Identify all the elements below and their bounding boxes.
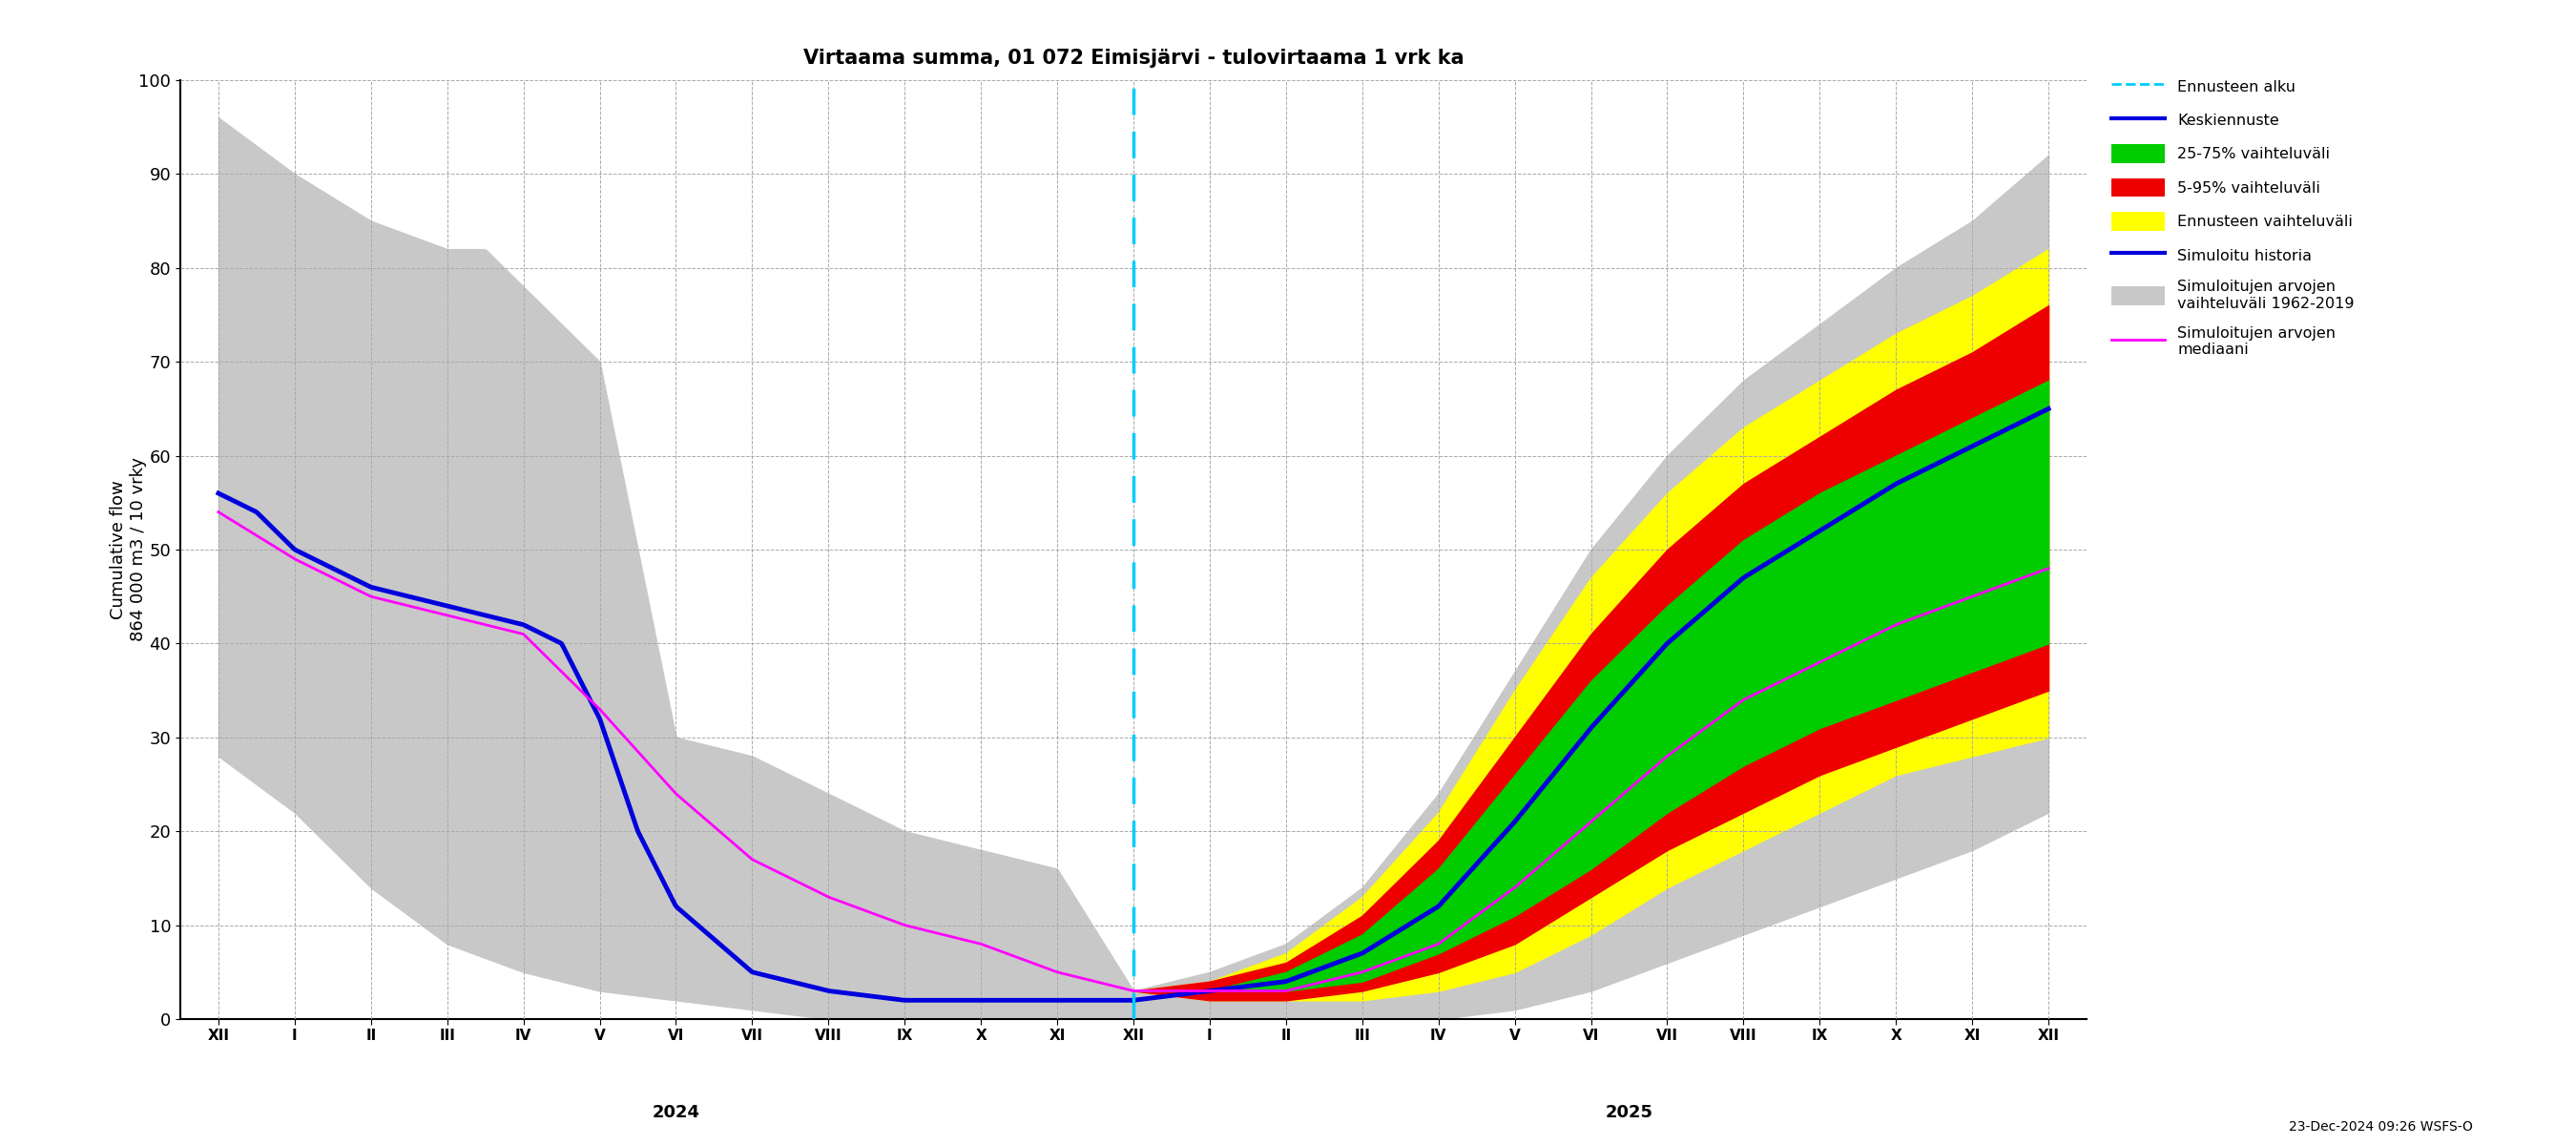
Text: 2024: 2024 bbox=[652, 1104, 701, 1121]
Text: 23-Dec-2024 09:26 WSFS-O: 23-Dec-2024 09:26 WSFS-O bbox=[2290, 1120, 2473, 1134]
Legend: Ennusteen alku, Keskiennuste, 25-75% vaihteluväli, 5-95% vaihteluväli, Ennusteen: Ennusteen alku, Keskiennuste, 25-75% vai… bbox=[2105, 71, 2360, 363]
Title: Virtaama summa, 01 072 Eimisjärvi - tulovirtaama 1 vrk ka: Virtaama summa, 01 072 Eimisjärvi - tulo… bbox=[804, 49, 1463, 68]
Text: 2025: 2025 bbox=[1605, 1104, 1654, 1121]
Y-axis label: Cumulative flow
864 000 m3 / 10 vrky: Cumulative flow 864 000 m3 / 10 vrky bbox=[111, 458, 147, 641]
